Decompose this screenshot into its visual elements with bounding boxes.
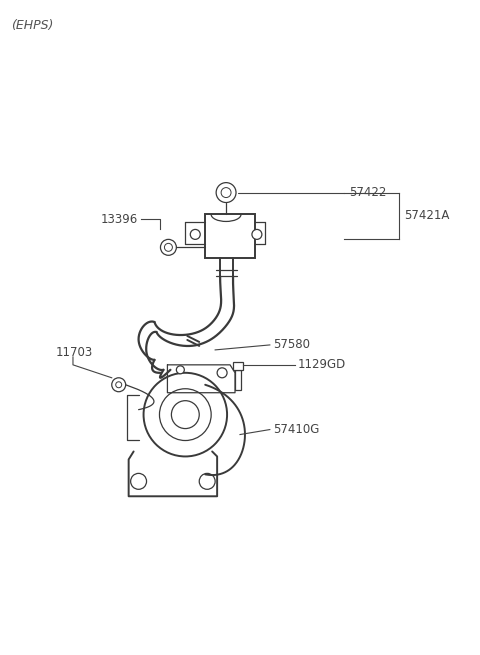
Bar [235,370,241,390]
Circle shape [190,229,200,239]
Text: 57410G: 57410G [273,423,319,436]
Text: 13396: 13396 [101,213,138,226]
Text: (EHPS): (EHPS) [12,19,54,32]
Text: 57421A: 57421A [404,210,449,223]
Bar [205,214,255,258]
Circle shape [160,239,176,255]
Circle shape [165,244,172,252]
Text: 11703: 11703 [56,346,93,360]
Circle shape [131,474,146,489]
Circle shape [112,378,126,392]
Circle shape [199,474,215,489]
Circle shape [216,183,236,202]
Circle shape [159,388,211,441]
Circle shape [221,187,231,198]
Circle shape [171,401,199,428]
Circle shape [176,366,184,374]
Circle shape [217,368,227,378]
Circle shape [252,229,262,239]
Text: 57422: 57422 [349,186,387,199]
Text: 1129GD: 1129GD [298,358,346,371]
Circle shape [116,382,122,388]
Bar [233,362,243,370]
Circle shape [144,373,227,457]
Text: 57580: 57580 [273,339,310,352]
